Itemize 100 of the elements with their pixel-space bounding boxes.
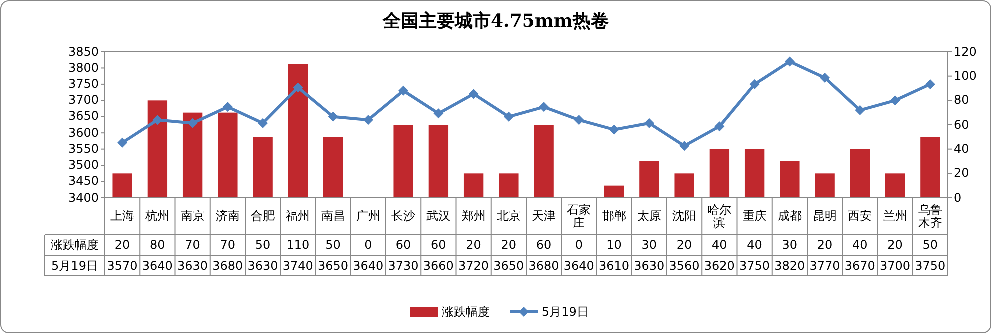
bar xyxy=(780,162,800,198)
y-tick-label: 3800 xyxy=(68,60,99,75)
data-label: 3820 xyxy=(774,258,806,272)
point xyxy=(609,124,620,135)
x-tick-label: 广州 xyxy=(356,209,380,223)
y2-tick-label: 80 xyxy=(954,93,970,108)
x-tick-label: 沈阳 xyxy=(672,209,697,223)
bar xyxy=(253,137,273,198)
data-label: 10 xyxy=(606,238,622,252)
point xyxy=(574,115,584,126)
x-tick-label: 石家庄 xyxy=(566,202,592,230)
data-label: 0 xyxy=(364,238,372,252)
bar xyxy=(744,149,765,198)
y-tick-label: 3500 xyxy=(68,158,99,172)
bar xyxy=(112,174,132,198)
y2-tick-label: 120 xyxy=(954,44,977,58)
bar xyxy=(640,162,660,198)
bar xyxy=(182,112,203,198)
bar xyxy=(604,186,624,198)
y2-tick-label: 100 xyxy=(954,68,977,83)
data-label: 3630 xyxy=(248,258,278,272)
data-label: 3750 xyxy=(740,258,770,272)
text: 涨跌幅度 xyxy=(51,238,99,252)
y-tick-label: 3650 xyxy=(68,109,99,124)
x-tick-label: 兰州 xyxy=(883,209,908,223)
data-label: 50 xyxy=(922,238,938,252)
data-label: 3740 xyxy=(282,258,314,272)
point xyxy=(328,112,338,122)
point xyxy=(398,86,409,96)
x-tick-label: 上海 xyxy=(110,209,135,223)
bar xyxy=(288,64,308,198)
legend-label: 涨跌幅度 xyxy=(442,304,490,318)
y-tick-label: 3850 xyxy=(68,44,99,58)
point xyxy=(539,102,550,112)
y-tick-label: 3550 xyxy=(68,142,99,156)
bar xyxy=(394,125,414,198)
point xyxy=(152,115,163,126)
bar xyxy=(499,174,519,198)
data-label: 20 xyxy=(501,238,517,252)
bar xyxy=(710,149,730,198)
data-label: 60 xyxy=(536,238,552,252)
bar xyxy=(674,174,694,198)
data-label: 3640 xyxy=(353,258,384,272)
data-label: 3570 xyxy=(107,258,138,272)
point xyxy=(784,56,795,67)
data-label: 3770 xyxy=(810,258,840,272)
data-label: 20 xyxy=(114,238,130,252)
x-tick-label: 西安 xyxy=(848,209,872,223)
data-label: 20 xyxy=(888,238,903,252)
x-tick-label: 昆明 xyxy=(813,209,838,223)
y2-tick-label: 40 xyxy=(954,142,970,156)
point xyxy=(890,96,900,106)
point xyxy=(468,89,479,100)
legend-label: 5月19日 xyxy=(542,304,589,318)
data-label: 70 xyxy=(185,238,200,252)
bar xyxy=(850,149,870,198)
x-tick-label: 南京 xyxy=(180,209,205,223)
bar xyxy=(885,174,906,198)
x-tick-label: 哈尔滨 xyxy=(706,202,733,230)
x-tick-label: 福州 xyxy=(286,209,310,223)
bar xyxy=(323,137,344,198)
y2-tick-label: 20 xyxy=(954,166,970,180)
data-label: 3700 xyxy=(880,258,911,272)
data-label: 70 xyxy=(220,238,236,252)
x-tick-label: 济南 xyxy=(216,209,240,223)
y-tick-label: 3600 xyxy=(68,126,99,140)
y2-tick-label: 0 xyxy=(954,190,962,204)
bar xyxy=(218,112,238,198)
y-tick-label: 3450 xyxy=(68,174,99,188)
data-label: 3730 xyxy=(388,258,419,272)
data-label: 20 xyxy=(676,238,692,252)
data-label: 3630 xyxy=(634,258,665,272)
point xyxy=(188,118,198,128)
data-label: 3650 xyxy=(318,258,349,272)
point xyxy=(750,79,760,90)
x-tick-label: 天津 xyxy=(532,209,556,223)
y-tick-label: 3700 xyxy=(68,93,99,108)
data-label: 80 xyxy=(150,238,166,252)
point xyxy=(363,115,374,126)
x-tick-label: 长沙 xyxy=(392,209,416,223)
data-label: 60 xyxy=(431,238,446,252)
x-tick-label: 武汉 xyxy=(426,209,451,223)
point xyxy=(293,82,304,93)
data-label: 3750 xyxy=(915,258,946,272)
text: 5月19日 xyxy=(52,258,98,272)
data-label: 30 xyxy=(642,238,658,252)
x-tick-label: 合肥 xyxy=(251,209,276,223)
data-label: 30 xyxy=(782,238,798,252)
bar xyxy=(464,174,484,198)
point xyxy=(222,102,233,112)
bar xyxy=(920,137,940,198)
data-label: 50 xyxy=(326,238,341,252)
data-label: 0 xyxy=(575,238,583,252)
data-label: 3680 xyxy=(212,258,244,272)
data-label: 3650 xyxy=(494,258,524,272)
point xyxy=(714,122,725,132)
point xyxy=(680,141,690,152)
x-tick-label: 乌鲁木齐 xyxy=(917,202,944,230)
x-tick-label: 太原 xyxy=(637,209,662,223)
data-label: 3640 xyxy=(142,258,173,272)
